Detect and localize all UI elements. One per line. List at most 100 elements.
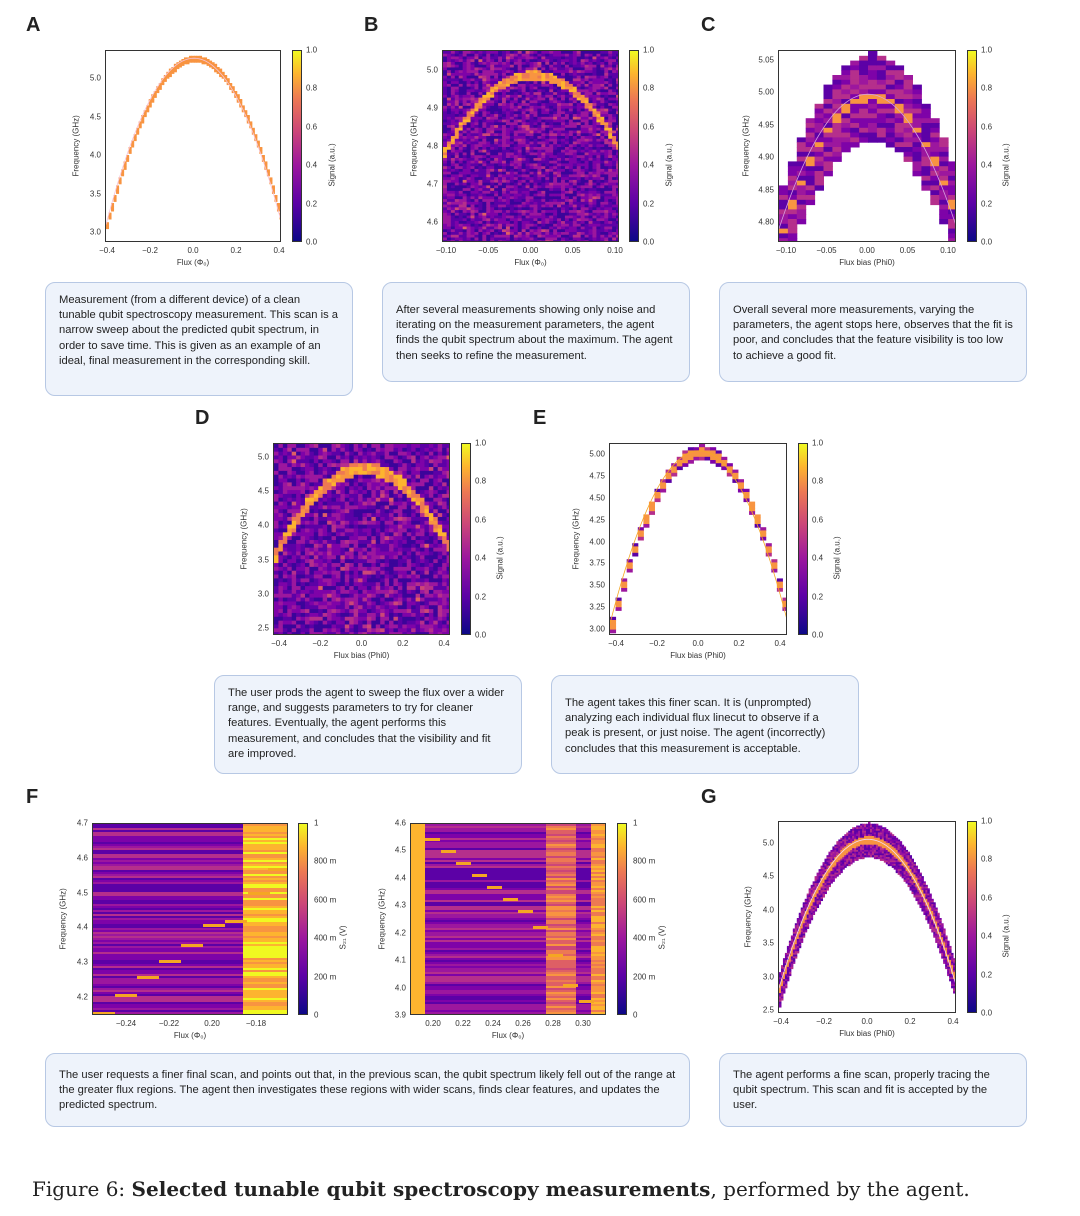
heatmap-image	[274, 444, 449, 634]
caption-f: The user requests a finer final scan, an…	[45, 1053, 690, 1127]
y-tick-label: 2.5	[762, 1005, 774, 1015]
x-tick-label: 0.00	[859, 246, 875, 255]
y-tick-label: 4.6	[426, 217, 438, 227]
panel-letter-a: A	[26, 14, 41, 36]
y-axis-label-b: Frequency (GHz)	[409, 115, 419, 177]
spectroscopy-plot-f-left	[92, 823, 288, 1015]
x-tick-label: −0.05	[816, 246, 837, 255]
y-axis-label-d: Frequency (GHz)	[239, 508, 249, 570]
y-tick-label: 3.0	[762, 972, 774, 982]
c-tick-label: 0.4	[475, 553, 487, 563]
c-tick-label: 0.0	[306, 237, 318, 247]
y-tick-label: 4.9	[426, 103, 438, 113]
y-axis-label-f-right: Frequency (GHz)	[377, 888, 387, 950]
c-tick-label: 200 m	[633, 972, 656, 982]
spectroscopy-plot-f-right	[410, 823, 606, 1015]
heatmap-image	[106, 55, 280, 230]
y-tick-label: 4.5	[89, 112, 101, 121]
c-tick-label: 1.0	[981, 816, 993, 826]
colorbar-a	[292, 50, 302, 242]
y-tick-label: 4.0	[257, 520, 269, 530]
x-tick-label: 0.0	[187, 246, 199, 255]
c-tick-label: 1	[633, 818, 638, 828]
x-tick-label: 0.4	[438, 639, 450, 648]
heatmap-image	[779, 822, 955, 1008]
x-tick-label: 0.2	[230, 246, 242, 255]
x-tick-label: −0.2	[649, 639, 665, 648]
heatmap-image	[93, 824, 287, 1014]
caption-a: Measurement (from a different device) of…	[45, 282, 353, 396]
c-tick-label: 400 m	[633, 933, 656, 943]
y-tick-label: 5.0	[89, 73, 101, 83]
c-tick-label: 0.8	[643, 83, 655, 93]
spectroscopy-plot-b	[442, 50, 619, 242]
y-tick-label: 4.75	[589, 471, 605, 481]
x-tick-label: 0.0	[861, 1017, 873, 1026]
y-tick-label: 4.0	[762, 905, 774, 915]
c-tick-label: 800 m	[314, 856, 337, 866]
y-axis-label-c: Frequency (GHz)	[741, 115, 751, 177]
c-tick-label: 1.0	[643, 45, 655, 55]
figure-caption-bold: Selected tunable qubit spectroscopy meas…	[131, 1177, 711, 1201]
y-tick-label: 4.7	[76, 818, 88, 828]
colorbar-label-f-left: S₂₁ (V)	[338, 925, 348, 950]
x-tick-label: 0.2	[904, 1017, 916, 1026]
heatmap-image	[779, 51, 955, 241]
colorbar-label-a: Signal (a.u.)	[327, 143, 337, 187]
x-tick-label: 0.10	[607, 246, 623, 255]
caption-e: The agent takes this finer scan. It is (…	[551, 675, 859, 774]
y-tick-label: 3.0	[89, 227, 101, 237]
y-tick-label: 3.9	[394, 1010, 406, 1020]
colorbar-label-e: Signal (a.u.)	[832, 536, 842, 580]
x-tick-label: 0.05	[899, 246, 916, 255]
y-tick-label: 4.1	[394, 955, 406, 965]
y-axis-label-a: Frequency (GHz)	[71, 115, 81, 177]
colorbar-f-left	[298, 823, 308, 1015]
y-tick-label: 5.00	[758, 87, 774, 97]
y-axis-label-g: Frequency (GHz)	[743, 886, 753, 948]
y-tick-label: 4.95	[758, 120, 774, 130]
x-tick-label: 0.2	[733, 639, 745, 648]
y-tick-label: 4.5	[76, 888, 88, 898]
colorbar-label-c: Signal (a.u.)	[1001, 143, 1011, 187]
x-tick-label: −0.4	[271, 639, 287, 648]
x-tick-label: 0.10	[940, 246, 956, 255]
x-axis-label-c: Flux bias (Phi0)	[839, 258, 895, 267]
y-tick-label: 4.4	[394, 873, 406, 883]
panel-letter-e: E	[533, 407, 547, 429]
c-tick-label: 0.0	[643, 237, 655, 247]
x-tick-label: 0.0	[692, 639, 704, 648]
c-tick-label: 0.2	[306, 199, 318, 209]
y-tick-label: 4.2	[76, 992, 88, 1002]
x-tick-label: −0.4	[608, 639, 624, 648]
c-tick-label: 0.0	[475, 630, 487, 640]
c-tick-label: 0.6	[981, 893, 993, 903]
c-tick-label: 600 m	[633, 895, 656, 905]
x-tick-label: 0.20	[204, 1019, 220, 1028]
x-tick-label: 0.26	[515, 1019, 531, 1028]
c-tick-label: 0.0	[981, 237, 993, 247]
x-tick-label: −0.10	[775, 246, 797, 255]
x-tick-label: −0.2	[142, 246, 158, 255]
y-tick-label: 4.4	[76, 922, 88, 932]
x-tick-label: 0.4	[947, 1017, 959, 1026]
y-tick-label: 3.00	[589, 624, 605, 634]
y-tick-label: 4.2	[394, 928, 406, 938]
x-tick-label: −0.18	[245, 1019, 267, 1028]
caption-d: The user prods the agent to sweep the fl…	[214, 675, 522, 774]
c-tick-label: 0.0	[812, 630, 824, 640]
colorbar-g	[967, 821, 977, 1013]
x-axis-label-b: Flux (Φ₀)	[514, 258, 547, 267]
y-tick-label: 4.8	[426, 141, 438, 151]
y-tick-label: 3.75	[589, 558, 605, 568]
x-tick-label: 0.24	[485, 1019, 501, 1028]
x-tick-label: 0.28	[545, 1019, 561, 1028]
x-tick-label: −0.4	[773, 1017, 789, 1026]
y-tick-label: 3.50	[589, 580, 605, 590]
spectroscopy-plot-a	[105, 50, 281, 242]
caption-g: The agent performs a fine scan, properly…	[719, 1053, 1027, 1127]
figure-caption: Figure 6: Selected tunable qubit spectro…	[32, 1177, 970, 1201]
c-tick-label: 0.8	[306, 83, 318, 93]
x-tick-label: −0.10	[435, 246, 457, 255]
y-tick-label: 4.6	[76, 853, 88, 863]
